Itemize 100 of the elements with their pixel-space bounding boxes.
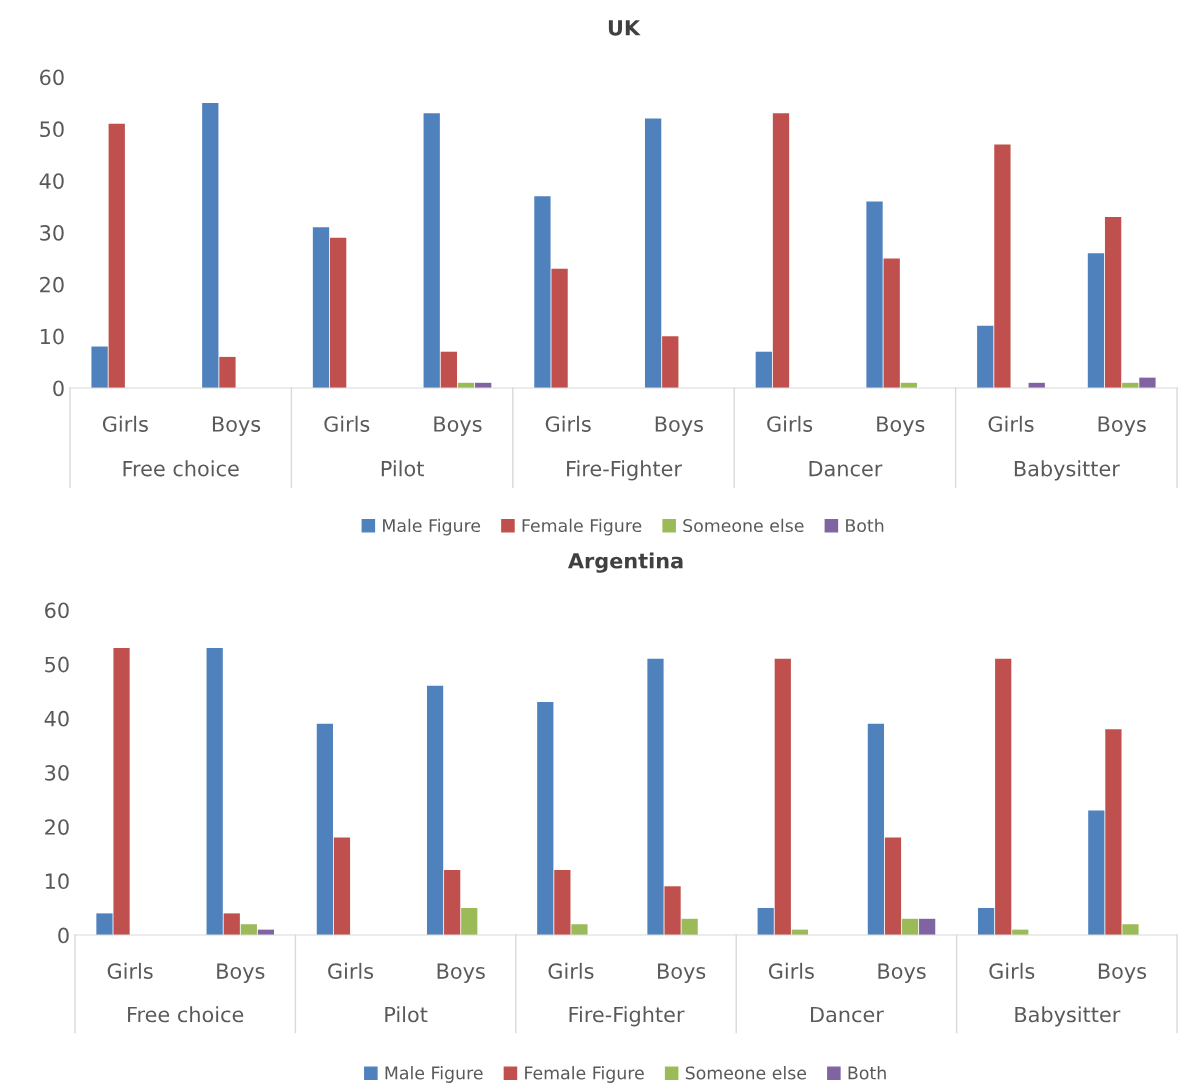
x-tick-label: Boys	[658, 963, 706, 983]
bar	[461, 907, 478, 936]
bar	[757, 907, 774, 936]
bar	[755, 351, 772, 388]
x-tick-label: Boys	[1098, 416, 1146, 436]
bar	[206, 647, 223, 936]
bar	[444, 870, 461, 936]
bar	[333, 837, 351, 936]
x-tick-label: Girls	[328, 962, 374, 979]
bar	[571, 924, 588, 936]
bar	[883, 258, 900, 388]
bar	[994, 144, 1011, 388]
text: Pilot	[381, 460, 424, 477]
bar	[113, 647, 130, 936]
y-tick-label: 50	[45, 656, 69, 673]
bar	[223, 913, 240, 936]
x-tick-label: Boys	[434, 416, 482, 436]
text: Babysitter	[1014, 460, 1120, 481]
x-tick-label: Girls	[768, 962, 814, 979]
bar	[1087, 253, 1105, 388]
text: Free choice	[128, 1006, 244, 1023]
bar	[772, 113, 790, 388]
bar	[866, 201, 883, 388]
legend-label: Male Figure	[385, 1066, 483, 1083]
x-tick-label: Boys	[437, 963, 485, 983]
x-tick-label: Boys	[217, 963, 265, 983]
bar	[202, 102, 219, 388]
bar	[554, 870, 571, 936]
legend-label: Both	[848, 1066, 886, 1080]
legend-label: Someone else	[683, 518, 804, 533]
x-tick-label: Girls	[989, 962, 1035, 979]
bar	[330, 237, 347, 388]
legend-label: Someone else	[685, 1066, 807, 1080]
y-tick-label: 20	[40, 276, 64, 293]
bar	[426, 685, 444, 936]
bar	[647, 658, 664, 936]
bar	[995, 658, 1012, 936]
y-tick-label: 0	[58, 927, 69, 944]
bar	[1104, 216, 1122, 388]
bar	[884, 837, 902, 936]
bar	[919, 918, 936, 936]
x-tick-label: Boys	[878, 963, 926, 983]
bar	[1088, 810, 1105, 936]
y-tick-label: 0	[53, 380, 64, 397]
chart-title: Argentina	[567, 552, 683, 573]
y-tick-label: 40	[44, 710, 69, 727]
y-tick-label: 40	[39, 173, 64, 189]
text: Dancer	[809, 460, 883, 477]
y-tick-label: 10	[45, 873, 69, 890]
x-tick-label: Girls	[107, 962, 153, 979]
x-tick-label: Girls	[767, 415, 813, 432]
bar	[662, 336, 679, 388]
y-tick-label: 30	[40, 224, 64, 241]
bar	[901, 918, 919, 936]
bar	[1122, 924, 1139, 936]
x-tick-label: Boys	[1098, 963, 1147, 983]
bar	[1139, 377, 1156, 388]
bar	[537, 702, 554, 936]
bar	[681, 918, 698, 936]
legend-label: Female Figure	[522, 518, 642, 536]
x-tick-label: Girls	[102, 415, 148, 432]
x-tick-label: Girls	[988, 415, 1034, 432]
text: Dancer	[811, 1006, 884, 1023]
bar	[423, 113, 440, 388]
legend-label: Both	[846, 518, 884, 533]
chart-title: UK	[608, 20, 641, 36]
bar	[867, 723, 885, 936]
bar	[977, 325, 994, 388]
bar	[316, 723, 333, 936]
bar	[774, 658, 791, 936]
y-tick-label: 20	[45, 819, 69, 835]
bar	[1105, 729, 1122, 936]
y-tick-label: 50	[40, 121, 64, 138]
x-tick-label: Girls	[324, 415, 370, 432]
bar	[534, 196, 551, 388]
bar	[440, 351, 458, 388]
legend-label: Female Figure	[525, 1066, 644, 1083]
legend-label: Male Figure	[383, 518, 481, 536]
y-tick-label: 60	[40, 69, 64, 86]
y-tick-label: 60	[45, 602, 69, 619]
bar	[96, 913, 113, 936]
text: Free choice	[123, 460, 239, 477]
text: Pilot	[385, 1006, 428, 1023]
x-tick-label: Boys	[212, 416, 261, 436]
bar	[91, 346, 108, 388]
x-tick-label: Girls	[548, 962, 594, 979]
bar	[664, 886, 681, 936]
bar	[240, 924, 257, 936]
x-tick-label: Boys	[655, 416, 703, 436]
bar	[551, 268, 568, 388]
bar	[219, 356, 236, 388]
bar	[312, 227, 330, 388]
text: Babysitter	[1015, 1006, 1121, 1027]
x-tick-label: Girls	[545, 415, 591, 432]
x-tick-label: Boys	[877, 416, 925, 436]
y-tick-label: 30	[45, 764, 69, 781]
text: Fire-Fighter	[567, 460, 682, 481]
bar	[108, 123, 125, 388]
bar	[978, 907, 995, 936]
y-tick-label: 10	[40, 328, 64, 345]
